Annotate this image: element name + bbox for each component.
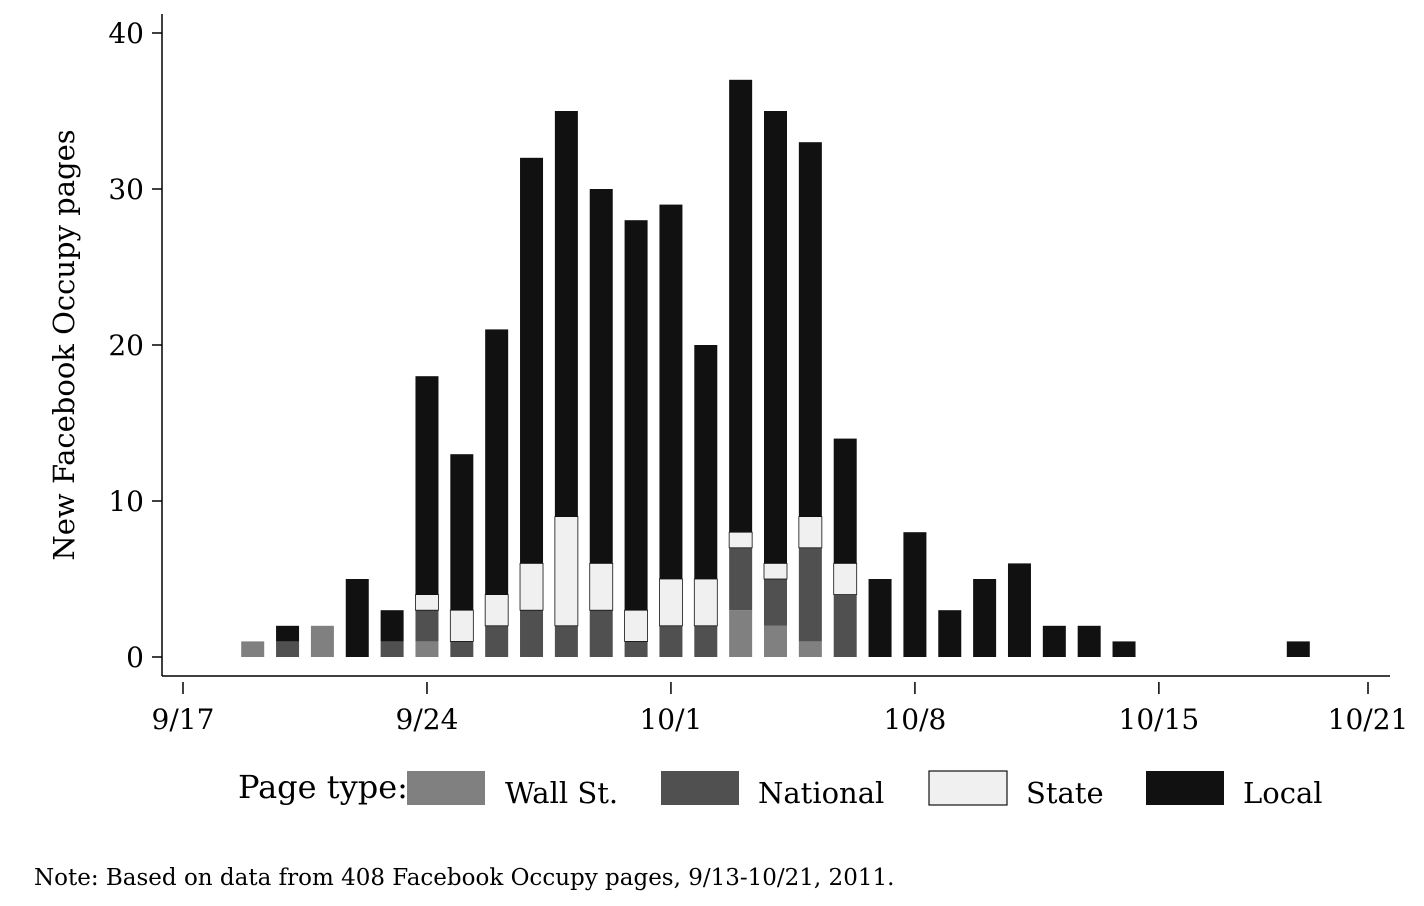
bar-segment-local-2011-10-09 xyxy=(938,610,962,657)
bar-segment-national-2011-09-26 xyxy=(485,625,509,657)
bar-segment-national-2011-09-27 xyxy=(520,610,544,657)
bar-segment-national-2011-09-25 xyxy=(450,641,474,657)
bar-segment-local-2011-09-20 xyxy=(276,625,300,642)
bar-segment-local-2011-09-27 xyxy=(520,157,544,564)
bar-segment-national-2011-10-05 xyxy=(798,547,822,642)
bar-segment-local-2011-10-06 xyxy=(833,438,857,564)
x-tick-label: 9/17 xyxy=(152,703,215,736)
bar-segment-state-2011-10-04 xyxy=(763,563,788,580)
bar-segment-state-2011-10-03 xyxy=(728,531,753,549)
y-tick-label: 10 xyxy=(108,485,144,518)
bar-segment-national-2011-09-29 xyxy=(589,610,613,657)
x-tick-label: 10/21 xyxy=(1328,703,1409,736)
legend-swatch-national xyxy=(661,771,739,805)
bar-segment-state-2011-09-27 xyxy=(519,563,544,611)
bar-segment-state-2011-09-29 xyxy=(589,563,614,611)
bar-segment-local-2011-10-10 xyxy=(973,579,997,657)
bar-segment-national-2011-10-03 xyxy=(729,547,753,611)
bar-segment-state-2011-09-24 xyxy=(415,594,439,611)
bar-segment-local-2011-10-03 xyxy=(729,79,753,533)
bar-segment-state-2011-10-05 xyxy=(798,516,823,549)
legend-swatch-local xyxy=(1146,771,1224,805)
legend-label-state: State xyxy=(1026,776,1104,810)
bar-segment-local-2011-09-30 xyxy=(624,220,648,611)
legend-swatch-state xyxy=(928,770,1008,806)
legend: Page type: Wall St. National State Local xyxy=(238,768,1323,810)
bar-segment-local-2011-10-01 xyxy=(659,204,683,579)
x-tick-label: 10/1 xyxy=(639,703,702,736)
bar-segment-national-2011-10-02 xyxy=(694,625,718,657)
bar-segment-state-2011-10-02 xyxy=(693,578,718,627)
x-tick-label: 9/24 xyxy=(396,703,459,736)
bar-segment-wall-st-2011-09-24 xyxy=(415,641,439,657)
y-axis-label: New Facebook Occupy pages xyxy=(47,129,81,560)
y-tick-label: 40 xyxy=(108,17,144,50)
bar-segment-local-2011-09-23 xyxy=(380,610,404,642)
x-tick-label: 10/8 xyxy=(883,703,946,736)
legend-title: Page type: xyxy=(238,768,408,806)
bar-segment-wall-st-2011-09-21 xyxy=(310,625,334,657)
bar-segment-wall-st-2011-09-19 xyxy=(241,641,265,657)
bar-segment-national-2011-09-23 xyxy=(380,641,404,657)
y-tick-label: 0 xyxy=(126,641,144,674)
bar-segment-local-2011-10-11 xyxy=(1007,563,1031,657)
bar-segment-national-2011-09-30 xyxy=(624,641,648,657)
bar-segment-local-2011-10-04 xyxy=(764,111,787,564)
chart-note: Note: Based on data from 408 Facebook Oc… xyxy=(34,865,895,891)
bar-segment-local-2011-10-08 xyxy=(903,532,927,657)
bar-segment-local-2011-09-22 xyxy=(345,579,369,657)
axes-layer: 0 10 20 30 40 9/17 9/24 10/1 10/8 10/15 10/21 New F… xyxy=(47,14,1408,736)
bar-segment-state-2011-09-26 xyxy=(484,594,509,627)
bar-segment-state-2011-09-30 xyxy=(624,609,648,642)
legend-label-national: National xyxy=(758,776,884,810)
bar-segment-local-2011-10-12 xyxy=(1042,625,1066,657)
bar-segment-wall-st-2011-10-05 xyxy=(798,641,822,657)
bars-layer xyxy=(241,79,1310,657)
bar-segment-state-2011-10-06 xyxy=(833,563,858,596)
bar-segment-national-2011-10-06 xyxy=(833,594,857,657)
bar-segment-local-2011-09-29 xyxy=(589,189,613,564)
bar-segment-national-2011-09-24 xyxy=(415,610,439,642)
bar-segment-national-2011-09-28 xyxy=(554,625,578,657)
y-tick-label: 30 xyxy=(108,173,144,206)
bar-segment-state-2011-10-01 xyxy=(659,578,683,627)
bar-segment-state-2011-09-28 xyxy=(554,516,579,627)
bar-segment-local-2011-10-14 xyxy=(1112,641,1136,657)
bar-segment-local-2011-09-24 xyxy=(415,376,439,595)
bar-segment-local-2011-10-13 xyxy=(1077,625,1101,657)
x-tick-label: 10/15 xyxy=(1119,703,1200,736)
legend-label-local: Local xyxy=(1243,776,1323,810)
bar-segment-wall-st-2011-10-03 xyxy=(729,610,753,657)
bar-segment-local-2011-10-19 xyxy=(1286,641,1310,657)
legend-label-wall-st: Wall St. xyxy=(505,776,618,810)
bar-segment-local-2011-10-07 xyxy=(868,579,892,657)
legend-swatch-wall-st xyxy=(407,771,485,805)
bar-segment-local-2011-09-26 xyxy=(485,329,509,595)
bar-segment-local-2011-09-28 xyxy=(554,111,578,517)
bar-segment-national-2011-10-04 xyxy=(764,579,787,626)
bar-segment-national-2011-10-01 xyxy=(659,625,683,657)
bar-segment-local-2011-09-25 xyxy=(450,454,474,611)
y-tick-label: 20 xyxy=(108,329,144,362)
bar-segment-national-2011-09-20 xyxy=(276,641,300,657)
bar-segment-wall-st-2011-10-04 xyxy=(764,625,787,657)
bar-segment-state-2011-09-25 xyxy=(449,609,474,642)
bar-segment-local-2011-10-02 xyxy=(694,345,718,579)
bar-segment-local-2011-10-05 xyxy=(798,142,822,517)
